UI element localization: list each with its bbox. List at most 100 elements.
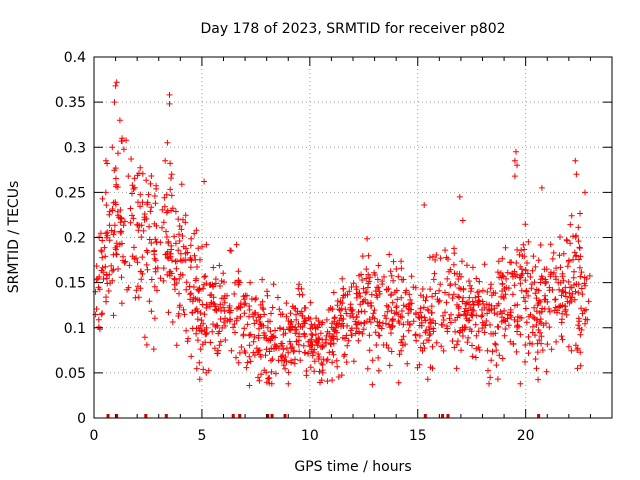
data-point [168,171,175,178]
data-point [166,100,173,107]
data-point [576,318,583,325]
data-point [408,306,415,313]
data-point [499,272,506,279]
data-point [525,292,532,299]
data-point [337,312,344,319]
data-point [296,348,303,355]
data-point [120,146,127,153]
data-point [398,347,405,354]
y-tick-label: 0.05 [55,366,86,382]
data-point [295,285,302,292]
data-point [535,376,542,383]
data-point [488,302,495,309]
data-point [194,337,201,344]
data-point [376,319,383,326]
data-point [467,282,473,289]
data-point [250,338,257,345]
data-point [380,342,387,348]
data-point [567,240,574,247]
tick-labels: 0 0.05 0.1 0.15 0.2 0.25 0.3 0.35 0.4 0 5 10 15 20 [55,50,535,444]
data-point [396,320,403,326]
data-point [427,286,434,293]
data-point [219,324,226,331]
data-point [388,348,395,355]
data-point [98,248,105,255]
data-point [353,290,360,297]
data-point [110,312,117,319]
data-point [176,238,183,244]
data-point [232,279,238,286]
data-point [568,347,575,354]
data-point [295,341,302,348]
data-point [400,333,407,340]
data-point [344,322,351,329]
data-point [533,295,540,302]
data-point [566,257,572,264]
data-point [103,202,110,209]
data-point [369,357,376,364]
data-point [522,298,529,305]
data-point [583,306,589,313]
data-point [510,340,517,347]
data-point [110,266,117,273]
data-point [233,317,240,324]
data-point [507,312,514,319]
data-point [402,289,409,296]
data-point [282,354,289,360]
data-point [111,167,118,174]
data-point [215,330,222,337]
data-point [522,266,529,273]
data-point [197,310,204,316]
data-point [189,325,196,332]
data-point [279,342,286,349]
data-point [103,275,110,282]
data-point [180,256,187,263]
data-point [578,326,585,333]
data-point [95,324,102,330]
data-point [417,305,424,312]
y-tick-label: 0.4 [64,50,86,66]
data-point [522,342,529,348]
data-point [520,241,527,248]
data-point [233,241,240,248]
data-point [346,288,353,295]
data-point [135,222,141,229]
data-point [492,340,498,347]
data-point [152,236,159,243]
data-point [220,270,227,277]
y-axis-label: SRMTID / TECUs [6,181,22,294]
data-point [548,269,554,276]
data-point [144,199,151,206]
data-point [364,365,371,372]
data-point [188,353,195,360]
data-point [207,292,214,299]
data-point [560,288,567,295]
data-point [178,181,185,188]
data-point [398,276,405,283]
data-point [103,298,110,305]
data-point [489,348,496,355]
data-point [426,332,433,339]
data-point [426,254,433,261]
data-point [533,308,540,315]
data-point [456,285,463,291]
data-point [159,224,165,231]
data-point [394,296,401,303]
chart-title: Day 178 of 2023, SRMTID for receiver p80… [200,21,505,37]
data-point [560,250,567,257]
data-point [353,325,360,332]
data-point [168,175,174,182]
data-point [481,261,488,268]
data-point [388,330,394,337]
data-point [371,307,378,314]
data-point [461,308,468,315]
data-point [163,191,170,198]
data-point [571,282,577,288]
data-point [198,317,205,324]
data-point [542,296,549,303]
data-point [514,162,520,169]
data-point [331,315,338,322]
data-point [465,334,472,341]
data-point [363,275,370,282]
data-point [166,272,173,279]
